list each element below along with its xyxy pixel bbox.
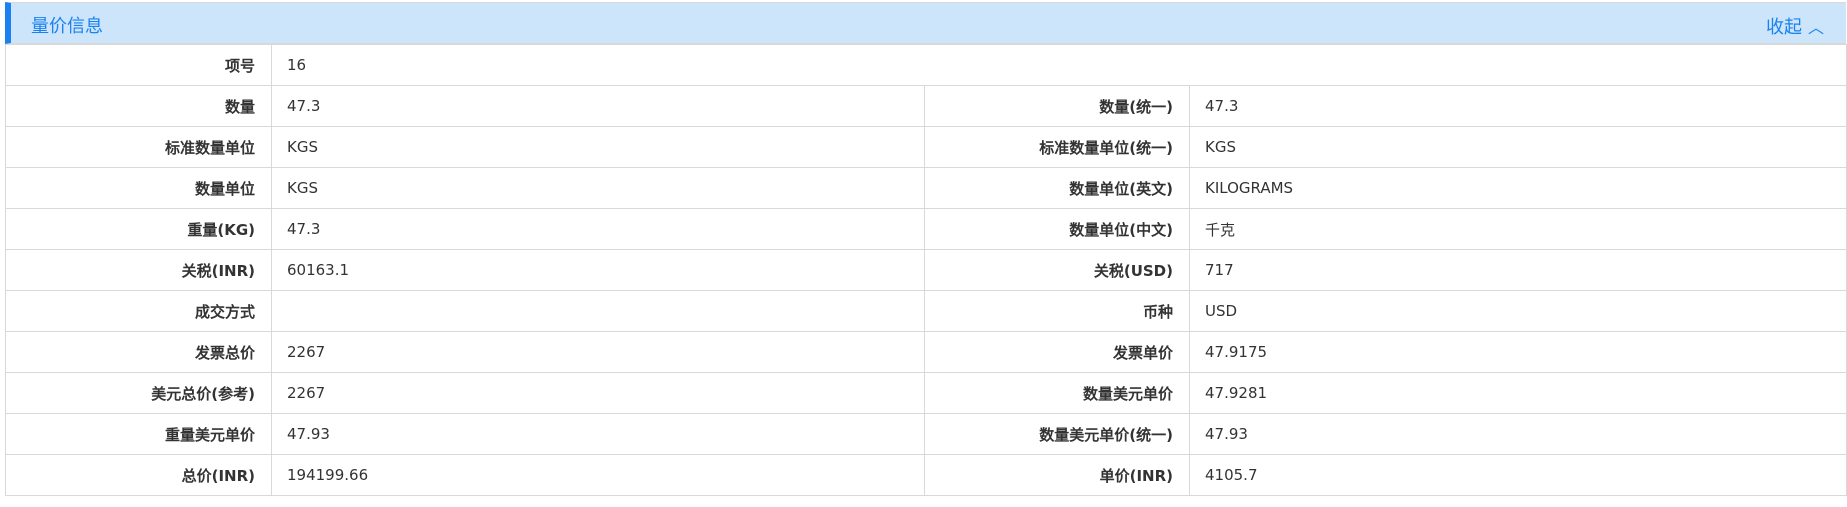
section-header: 量价信息 收起 ︿	[5, 2, 1846, 44]
table-row: 重量美元单价 47.93 数量美元单价(统一) 47.93	[5, 413, 1847, 455]
table-row: 美元总价(参考) 2267 数量美元单价 47.9281	[5, 372, 1847, 414]
field-label: 项号	[5, 44, 272, 86]
field-value: 千克	[1188, 208, 1847, 250]
field-value: 16	[270, 44, 1847, 86]
table-row: 标准数量单位 KGS 标准数量单位(统一) KGS	[5, 126, 1847, 168]
field-value: 47.3	[271, 85, 925, 127]
table-row: 重量(KG) 47.3 数量单位(中文) 千克	[5, 208, 1847, 250]
field-label: 币种	[924, 290, 1190, 332]
field-value: 47.9175	[1188, 331, 1847, 373]
field-label: 成交方式	[5, 290, 272, 332]
collapse-label: 收起	[1765, 17, 1802, 38]
field-value: 60163.1	[271, 249, 925, 291]
field-label: 重量美元单价	[5, 413, 272, 455]
price-quantity-panel: 量价信息 收起 ︿ 项号 16 数量 47.3 数量(统一) 47.3 标准数量单位 KGS…	[5, 2, 1847, 496]
field-value: KGS	[1188, 126, 1847, 168]
field-value: KGS	[271, 167, 925, 209]
field-label: 总价(INR)	[5, 454, 272, 496]
field-label: 关税(USD)	[924, 249, 1190, 291]
field-value: 47.3	[271, 208, 925, 250]
field-label: 单价(INR)	[924, 454, 1190, 496]
field-value: 47.93	[1188, 413, 1847, 455]
field-label: 标准数量单位(统一)	[924, 126, 1190, 168]
table-row: 项号 16	[5, 44, 1847, 86]
table-row: 关税(INR) 60163.1 关税(USD) 717	[5, 249, 1847, 291]
field-value: KGS	[271, 126, 925, 168]
table-row: 数量单位 KGS 数量单位(英文) KILOGRAMS	[5, 167, 1847, 209]
table-row: 发票总价 2267 发票单价 47.9175	[5, 331, 1847, 373]
field-value: 2267	[271, 372, 925, 414]
field-label: 数量美元单价	[924, 372, 1190, 414]
field-value: 4105.7	[1188, 454, 1847, 496]
collapse-button[interactable]: 收起 ︿	[1766, 13, 1824, 39]
info-table: 项号 16 数量 47.3 数量(统一) 47.3 标准数量单位 KGS 标准数量单位(统一…	[5, 44, 1847, 496]
field-value: 47.3	[1188, 85, 1847, 127]
field-value: KILOGRAMS	[1188, 167, 1847, 209]
field-label: 数量(统一)	[924, 85, 1190, 127]
field-value: 717	[1188, 249, 1847, 291]
field-label: 美元总价(参考)	[5, 372, 272, 414]
field-label: 关税(INR)	[5, 249, 272, 291]
field-label: 数量单位	[5, 167, 272, 209]
field-label: 数量单位(英文)	[924, 167, 1190, 209]
field-label: 数量	[5, 85, 272, 127]
section-title: 量价信息	[31, 16, 103, 37]
field-label: 数量美元单价(统一)	[924, 413, 1190, 455]
chevron-up-icon: ︿	[1807, 18, 1824, 37]
field-label: 发票单价	[924, 331, 1190, 373]
table-row: 成交方式 币种 USD	[5, 290, 1847, 332]
field-label: 发票总价	[5, 331, 272, 373]
field-value: 2267	[271, 331, 925, 373]
table-row: 数量 47.3 数量(统一) 47.3	[5, 85, 1847, 127]
table-row: 总价(INR) 194199.66 单价(INR) 4105.7	[5, 454, 1847, 496]
field-label: 标准数量单位	[5, 126, 272, 168]
field-value: 47.9281	[1188, 372, 1847, 414]
field-value	[271, 290, 925, 332]
field-value: 47.93	[271, 413, 925, 455]
field-value: 194199.66	[271, 454, 925, 496]
field-label: 重量(KG)	[5, 208, 272, 250]
field-value: USD	[1188, 290, 1847, 332]
field-label: 数量单位(中文)	[924, 208, 1190, 250]
